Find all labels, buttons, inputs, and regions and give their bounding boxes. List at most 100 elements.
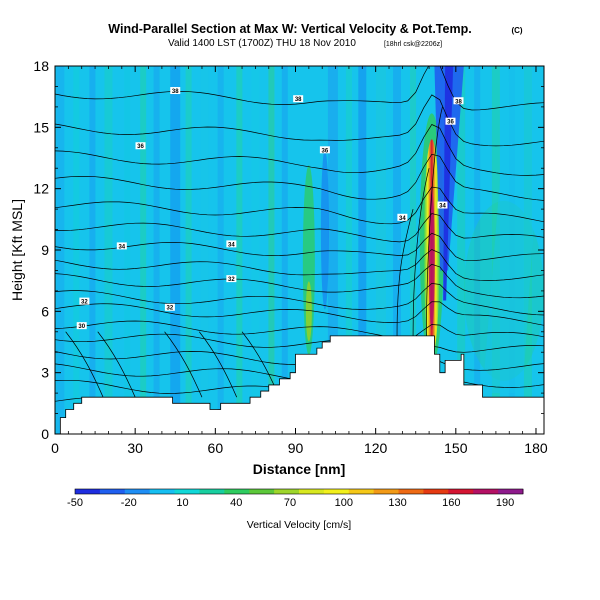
colorbar-swatch bbox=[373, 489, 400, 494]
velocity-band bbox=[200, 66, 209, 434]
theta-labels: 30 32 34 36 32 38 32 34 38 36 34 34 36 38 bbox=[76, 87, 464, 330]
velocity-zone bbox=[482, 66, 544, 394]
colorbar-swatch bbox=[448, 489, 474, 494]
colorbar-swatch bbox=[348, 489, 375, 494]
x-axis-label: Distance [nm] bbox=[253, 461, 346, 477]
theta-contour bbox=[55, 263, 544, 299]
theta-label-bg bbox=[76, 322, 87, 330]
theta-contour bbox=[55, 124, 544, 176]
velocity-band bbox=[345, 66, 352, 434]
theta-label-bg bbox=[79, 297, 90, 305]
x-tick-label: 60 bbox=[208, 440, 224, 456]
colorbar-tick-label: -20 bbox=[121, 497, 137, 509]
theta-contour bbox=[55, 320, 544, 339]
theta-label: 34 bbox=[439, 204, 446, 210]
theta-contour bbox=[55, 153, 544, 201]
y-tick-label: 15 bbox=[33, 119, 49, 135]
velocity-band bbox=[281, 66, 288, 434]
x-axis: 0 30 60 90 120 150 180 bbox=[51, 66, 548, 456]
velocity-band bbox=[73, 66, 80, 434]
velocity-band bbox=[217, 66, 224, 434]
theta-label: 36 bbox=[137, 144, 144, 150]
velocity-band bbox=[140, 66, 147, 434]
velocity-band bbox=[236, 66, 243, 434]
chart-title-mark: (C) bbox=[511, 26, 522, 35]
velocity-band bbox=[457, 66, 466, 434]
x-tick-label: 150 bbox=[444, 440, 468, 456]
theta-label: 32 bbox=[81, 300, 88, 306]
colorbar-swatch bbox=[75, 489, 101, 494]
theta-contour bbox=[164, 331, 203, 398]
colorbar-tick-label: 70 bbox=[284, 497, 296, 509]
x-tick-label: 0 bbox=[51, 440, 59, 456]
theta-label-bg bbox=[397, 213, 408, 221]
theta-contour bbox=[55, 301, 544, 326]
theta-label-bg bbox=[226, 240, 237, 248]
theta-label: 38 bbox=[455, 99, 462, 105]
theta-label: 30 bbox=[78, 324, 85, 330]
colorbar-tick-label: -50 bbox=[67, 497, 83, 509]
theta-label-bg bbox=[453, 97, 464, 105]
colorbar-tick-label: 160 bbox=[442, 497, 460, 509]
x-tick-label: 30 bbox=[127, 440, 143, 456]
theta-contour bbox=[199, 331, 238, 398]
velocity-band bbox=[410, 66, 417, 434]
theta-contour bbox=[426, 106, 443, 336]
velocity-band bbox=[393, 66, 402, 434]
colorbar-frame bbox=[74, 488, 524, 495]
colorbar-tick-label: 190 bbox=[496, 497, 514, 509]
theta-label-bg bbox=[293, 95, 304, 103]
colorbar-swatch bbox=[224, 489, 250, 494]
theta-contour bbox=[55, 249, 544, 281]
theta-contour bbox=[65, 331, 104, 398]
velocity-band bbox=[170, 66, 181, 434]
theta-label: 34 bbox=[399, 216, 406, 222]
theta-label-bg bbox=[319, 146, 330, 154]
theta-label-bg bbox=[445, 117, 456, 125]
chart-subtitle-small: [18hrl csk@2206z] bbox=[384, 41, 442, 48]
theta-label: 36 bbox=[447, 120, 454, 126]
theta-label: 38 bbox=[172, 89, 179, 95]
colorbar-swatch bbox=[199, 489, 225, 494]
theta-label: 34 bbox=[118, 244, 125, 250]
y-tick-label: 6 bbox=[41, 303, 49, 319]
colorbar-swatch bbox=[274, 489, 300, 494]
velocity-band bbox=[474, 66, 481, 434]
colorbar-swatch bbox=[323, 489, 350, 494]
secondary-updraft-core bbox=[305, 281, 312, 342]
y-tick-label: 9 bbox=[41, 242, 49, 258]
colorbar-swatch bbox=[398, 489, 424, 494]
theta-label-bg bbox=[437, 201, 448, 209]
x-tick-label: 120 bbox=[364, 440, 388, 456]
updraft-max bbox=[428, 189, 435, 330]
velocity-band bbox=[124, 66, 131, 434]
colorbar-swatch bbox=[299, 489, 325, 494]
theta-contour bbox=[55, 283, 544, 316]
theta-contour bbox=[55, 232, 544, 262]
velocity-band bbox=[327, 66, 338, 434]
theta-label: 36 bbox=[322, 148, 329, 154]
colorbar-tick-label: 100 bbox=[335, 497, 353, 509]
theta-contour bbox=[55, 333, 544, 353]
colorbar-swatch bbox=[498, 489, 524, 494]
colorbar: -50 -20 10 40 70 100 130 160 190 bbox=[67, 488, 524, 509]
x-tick-label: 180 bbox=[524, 440, 548, 456]
x-tick-label: 90 bbox=[288, 440, 304, 456]
chart-subtitle: Valid 1400 LST (1700Z) THU 18 Nov 2010 bbox=[168, 38, 356, 49]
theta-contour bbox=[55, 186, 544, 225]
theta-label: 32 bbox=[228, 277, 235, 283]
velocity-band bbox=[185, 66, 192, 434]
theta-label-bg bbox=[226, 275, 237, 283]
theta-contour bbox=[55, 213, 544, 243]
theta-label: 38 bbox=[295, 97, 302, 103]
velocity-band bbox=[251, 66, 260, 434]
colorbar-label: Vertical Velocity [cm/s] bbox=[247, 519, 352, 531]
colorbar-tick-label: 130 bbox=[388, 497, 406, 509]
y-axis-label: Height [Kft MSL] bbox=[9, 199, 25, 301]
secondary-updraft bbox=[302, 165, 315, 356]
theta-contour bbox=[97, 331, 136, 398]
colorbar-swatch bbox=[249, 489, 275, 494]
velocity-band bbox=[104, 66, 113, 434]
